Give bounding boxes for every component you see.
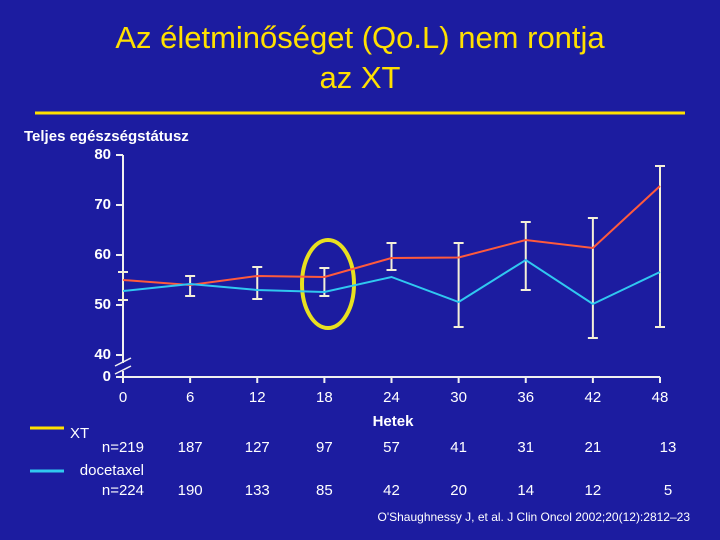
axis-break (114, 365, 132, 375)
at-risk-value: 133 (245, 482, 270, 499)
at-risk-value: 190 (178, 482, 203, 499)
y-tick-label: 0 (103, 368, 111, 385)
x-tick-label: 24 (383, 389, 400, 406)
at-risk-value: 85 (316, 482, 333, 499)
at-risk-value: 14 (517, 482, 534, 499)
at-risk-value: 5 (664, 482, 672, 499)
at-risk-value: 12 (585, 482, 602, 499)
at-risk-label: n=224 (102, 482, 144, 499)
y-tick-label: 40 (94, 346, 111, 363)
y-tick-label: 80 (94, 146, 111, 163)
x-tick-label: 0 (119, 389, 127, 406)
at-risk-label: n=219 (102, 439, 144, 456)
title-line: az XT (320, 60, 401, 95)
x-axis-label: Hetek (373, 413, 415, 430)
at-risk-value: 97 (316, 439, 333, 456)
at-risk-value: 127 (245, 439, 270, 456)
y-tick-label: 60 (94, 246, 111, 263)
x-tick-label: 30 (450, 389, 467, 406)
x-tick-label: 48 (652, 389, 669, 406)
y-tick-label: 50 (94, 296, 111, 313)
y-axis-label: Teljes egészségstátusz (24, 128, 189, 145)
legend-label: docetaxel (80, 462, 144, 479)
legend-label: XT (70, 425, 89, 442)
x-tick-label: 12 (249, 389, 266, 406)
at-risk-value: 41 (450, 439, 467, 456)
series-line (122, 258, 661, 306)
axis-break (114, 357, 132, 367)
y-tick-label: 70 (94, 196, 111, 213)
at-risk-value: 42 (383, 482, 400, 499)
x-tick-label: 42 (585, 389, 602, 406)
citation: O'Shaughnessy J, et al. J Clin Oncol 200… (378, 510, 691, 524)
series-line (122, 185, 661, 287)
x-tick-label: 6 (186, 389, 194, 406)
x-tick-label: 36 (517, 389, 534, 406)
at-risk-value: 20 (450, 482, 467, 499)
at-risk-value: 13 (660, 439, 677, 456)
at-risk-value: 21 (585, 439, 602, 456)
at-risk-value: 187 (178, 439, 203, 456)
x-tick-label: 18 (316, 389, 333, 406)
highlight-ellipse (300, 238, 356, 330)
at-risk-value: 31 (517, 439, 534, 456)
at-risk-value: 57 (383, 439, 400, 456)
title-line: Az életminőséget (Qo.L) nem rontja (115, 20, 605, 55)
